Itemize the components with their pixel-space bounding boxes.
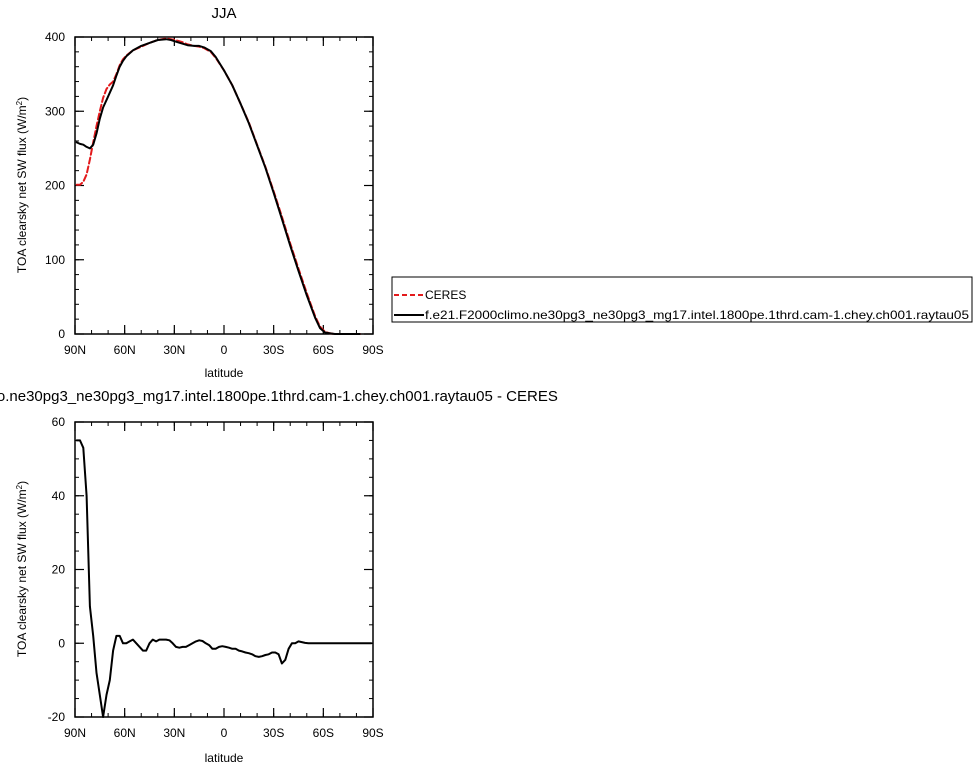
x-tick-label: 0 <box>221 343 228 357</box>
plot-frame <box>74 36 374 335</box>
series-line-model <box>75 439 373 718</box>
y-tick-label: 20 <box>52 563 66 577</box>
y-axis-label: TOA clearsky net SW flux (W/m2) <box>15 97 30 273</box>
x-tick-label: 90N <box>64 726 86 740</box>
x-tick-label: 90S <box>362 343 383 357</box>
x-tick-label: 30S <box>263 726 284 740</box>
panel-title: JJA <box>211 5 236 22</box>
x-axis-label: latitude <box>205 751 244 765</box>
y-tick-label: 200 <box>45 179 65 193</box>
x-tick-label: 60N <box>114 343 136 357</box>
difference-panel: f.e21.F2000climo.ne30pg3_ne30pg3_mg17.in… <box>0 388 558 765</box>
x-tick-label: 90N <box>64 343 86 357</box>
series-line-model <box>75 38 361 335</box>
legend: CERES f.e21.F2000climo.ne30pg3_ne30pg3_m… <box>391 276 973 323</box>
y-tick-label: 60 <box>52 415 66 429</box>
x-tick-label: 90S <box>362 726 383 740</box>
legend-label-ceres: CERES <box>425 288 466 302</box>
axis-ticks: 90N 60N 30N 0 30S 60S 90S -20 0 20 40 60 <box>48 415 384 740</box>
x-tick-label: 30N <box>163 343 185 357</box>
panel-title: f.e21.F2000climo.ne30pg3_ne30pg3_mg17.in… <box>0 388 558 405</box>
series-group <box>75 439 373 718</box>
axis-ticks: 90N 60N 30N 0 30S 60S 90S 0 100 200 300 400 <box>45 30 384 357</box>
plot-frame <box>74 421 374 718</box>
legend-label-model: f.e21.F2000climo.ne30pg3_ne30pg3_mg17.in… <box>425 308 969 322</box>
y-tick-label: 0 <box>58 327 65 341</box>
series-line-ceres <box>75 37 361 335</box>
y-tick-label: 0 <box>58 636 65 650</box>
series-group <box>75 37 361 335</box>
x-tick-label: 60S <box>313 343 334 357</box>
x-tick-label: 30N <box>163 726 185 740</box>
y-tick-label: 400 <box>45 30 65 44</box>
y-tick-label: 100 <box>45 253 65 267</box>
climatology-panel: JJA 90N 60N 30N 0 30S 60S 90S 0 100 200 300 400 lat… <box>15 5 384 380</box>
y-axis-label: TOA clearsky net SW flux (W/m2) <box>15 481 30 657</box>
legend-box <box>391 276 973 323</box>
x-tick-label: 30S <box>263 343 284 357</box>
y-tick-label: 300 <box>45 104 65 118</box>
x-tick-label: 0 <box>221 726 228 740</box>
y-tick-label: -20 <box>48 710 66 724</box>
x-tick-label: 60S <box>313 726 334 740</box>
x-tick-label: 60N <box>114 726 136 740</box>
y-tick-label: 40 <box>52 489 66 503</box>
x-axis-label: latitude <box>205 366 244 380</box>
